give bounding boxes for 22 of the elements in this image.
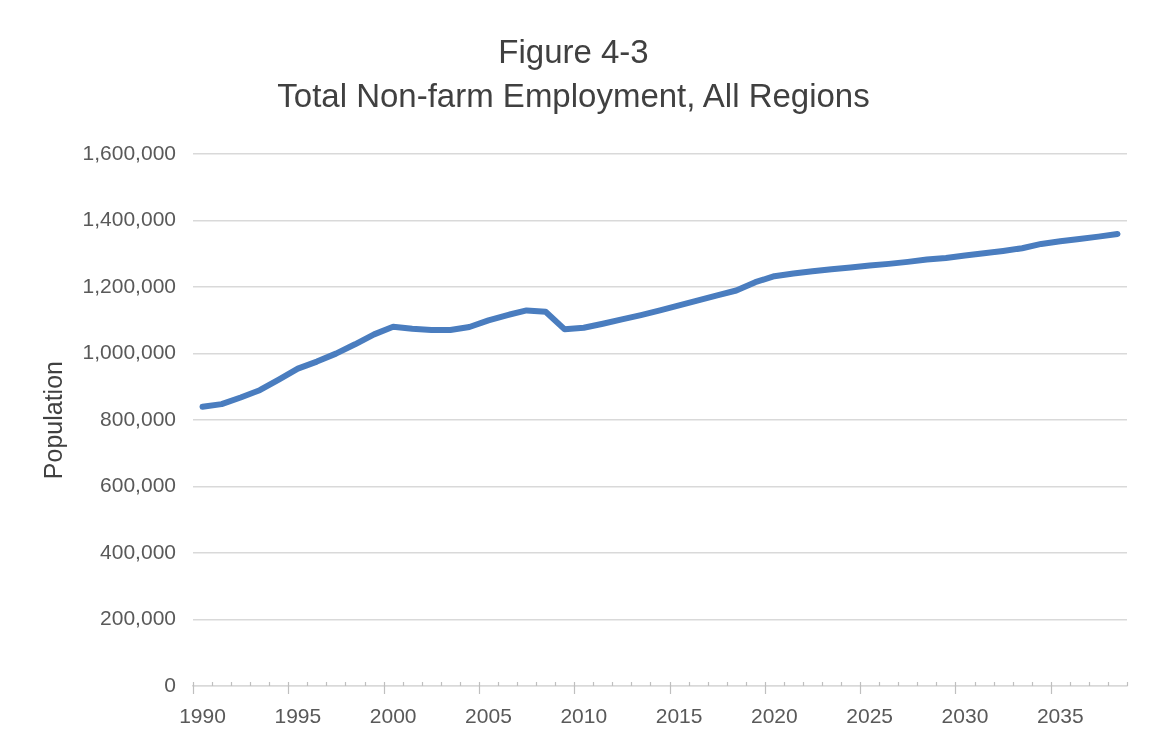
x-tick-label: 2005 xyxy=(465,704,512,728)
y-tick-label: 0 xyxy=(164,672,176,696)
y-tick-label: 1,600,000 xyxy=(82,141,176,164)
y-tick-label: 1,200,000 xyxy=(82,273,176,297)
y-tick-label: 200,000 xyxy=(100,606,176,630)
x-tick-label: 2020 xyxy=(751,704,798,728)
x-tick-label: 1995 xyxy=(274,704,322,728)
x-tick-label: 1990 xyxy=(179,704,226,728)
x-tick-label: 2025 xyxy=(846,704,894,728)
y-axis-title: Population xyxy=(38,361,67,480)
chart-subtitle: Total Non-farm Employment, All Regions xyxy=(277,77,870,115)
x-tick-label: 2015 xyxy=(655,704,703,728)
y-tick-label: 800,000 xyxy=(100,406,176,430)
y-tick-label: 400,000 xyxy=(100,539,176,563)
x-tick-label: 2030 xyxy=(941,704,989,728)
y-tick-label: 600,000 xyxy=(100,473,176,497)
x-tick-label: 2000 xyxy=(369,704,417,728)
chart-title: Figure 4-3 xyxy=(498,32,649,70)
x-tick-label: 2035 xyxy=(1036,704,1084,728)
y-tick-label: 1,400,000 xyxy=(82,207,176,231)
x-tick-label: 2010 xyxy=(560,704,608,728)
y-tick-label: 1,000,000 xyxy=(82,340,176,364)
